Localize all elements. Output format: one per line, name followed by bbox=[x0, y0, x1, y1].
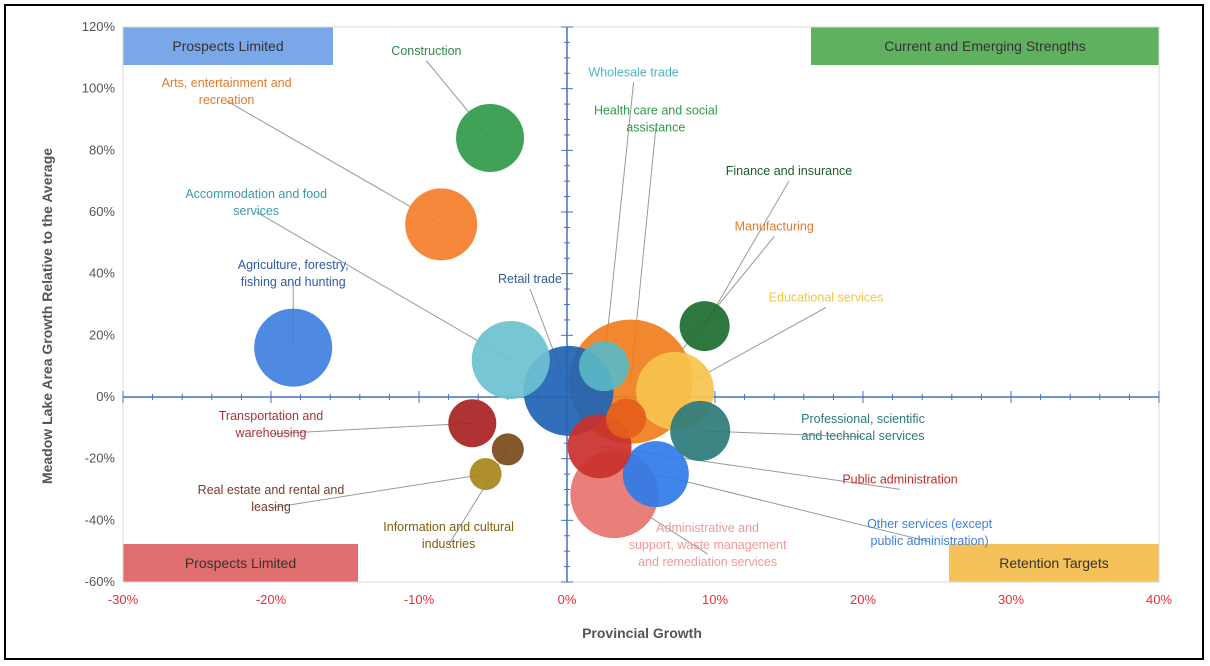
x-tick-label: -10% bbox=[404, 592, 435, 607]
bubble bbox=[471, 321, 550, 399]
bubble bbox=[448, 399, 497, 448]
quadrant-label-bottom-left: Prospects Limited bbox=[185, 555, 296, 571]
quadrant-banner-bottom-right bbox=[949, 544, 1159, 582]
bubble-label: Construction bbox=[391, 44, 461, 58]
leader-line bbox=[226, 100, 442, 225]
x-tick-label: 20% bbox=[850, 592, 876, 607]
y-tick-label: 20% bbox=[89, 327, 115, 342]
bubble bbox=[469, 458, 502, 491]
bubble-label: Real estate and rental and leasing bbox=[198, 483, 345, 514]
bubble-chart: Prospects Limited Current and Emerging St… bbox=[39, 19, 1172, 641]
bubble bbox=[254, 308, 333, 387]
quadrant-banner-bottom-left bbox=[123, 544, 358, 582]
y-tick-label: 80% bbox=[89, 142, 115, 157]
quadrant-banner-top-left bbox=[123, 27, 333, 65]
bubble-label: Retail trade bbox=[498, 272, 562, 286]
leader-line bbox=[270, 422, 473, 435]
leader-line bbox=[603, 82, 635, 367]
bubble-label: Health care and social assistance bbox=[594, 104, 718, 135]
y-tick-label: 40% bbox=[89, 266, 115, 281]
y-axis-title: Meadow Lake Area Growth Relative to the … bbox=[39, 148, 55, 484]
bubble-label: Manufacturing bbox=[735, 220, 814, 234]
bubble bbox=[606, 398, 647, 439]
bubble-label: Information and cultural industries bbox=[383, 520, 514, 551]
bubble bbox=[679, 301, 730, 352]
quadrant-label-top-right: Current and Emerging Strengths bbox=[884, 38, 1086, 54]
x-tick-label: -30% bbox=[108, 592, 139, 607]
chart-frame: Prospects Limited Current and Emerging St… bbox=[4, 4, 1204, 660]
bubble bbox=[456, 104, 525, 172]
y-tick-label: 60% bbox=[89, 204, 115, 219]
bubble bbox=[622, 441, 689, 508]
leader-line bbox=[255, 211, 512, 361]
bubble-label: Wholesale trade bbox=[588, 65, 678, 79]
quadrant-banner-top-right bbox=[811, 27, 1159, 65]
y-tick-label: -20% bbox=[85, 451, 116, 466]
bubble bbox=[491, 433, 524, 466]
plot-border bbox=[122, 26, 1160, 583]
x-axis-title: Provincial Growth bbox=[582, 625, 702, 641]
leader-line bbox=[270, 473, 486, 509]
bubble bbox=[405, 188, 478, 261]
bubble-label: Finance and insurance bbox=[726, 164, 853, 178]
bubble-label: Public administration bbox=[842, 472, 957, 486]
x-tick-label: 10% bbox=[702, 592, 728, 607]
x-tick-label: 0% bbox=[558, 592, 577, 607]
x-tick-label: 40% bbox=[1146, 592, 1172, 607]
bubble-label: Agriculture, forestry, fishing and huntin… bbox=[238, 258, 349, 289]
y-tick-label: -60% bbox=[85, 574, 116, 589]
y-tick-label: -40% bbox=[85, 512, 116, 527]
bubble-label: Other services (except public administrat… bbox=[867, 517, 993, 548]
leader-line bbox=[655, 473, 930, 543]
bubble-label: Accommodation and food services bbox=[185, 187, 327, 218]
bubble-label: Transportation and warehousing bbox=[219, 409, 324, 440]
y-tick-label: 120% bbox=[82, 19, 116, 34]
quadrant-label-top-left: Prospects Limited bbox=[172, 38, 283, 54]
quadrant-label-bottom-right: Retention Targets bbox=[999, 555, 1108, 571]
bubble bbox=[670, 400, 731, 461]
bubble-label: Professional, scientific and technical se… bbox=[801, 412, 925, 443]
bubble bbox=[579, 341, 629, 392]
bubble-label: Arts, entertainment and recreation bbox=[162, 76, 292, 107]
x-tick-label: -20% bbox=[256, 592, 287, 607]
x-tick-label: 30% bbox=[998, 592, 1024, 607]
bubble-label: Administrative and support, waste managem… bbox=[629, 521, 787, 569]
y-tick-label: 100% bbox=[82, 81, 116, 96]
bubble-label: Educational services bbox=[769, 290, 884, 304]
leader-line bbox=[704, 180, 790, 327]
y-tick-label: 0% bbox=[96, 389, 115, 404]
